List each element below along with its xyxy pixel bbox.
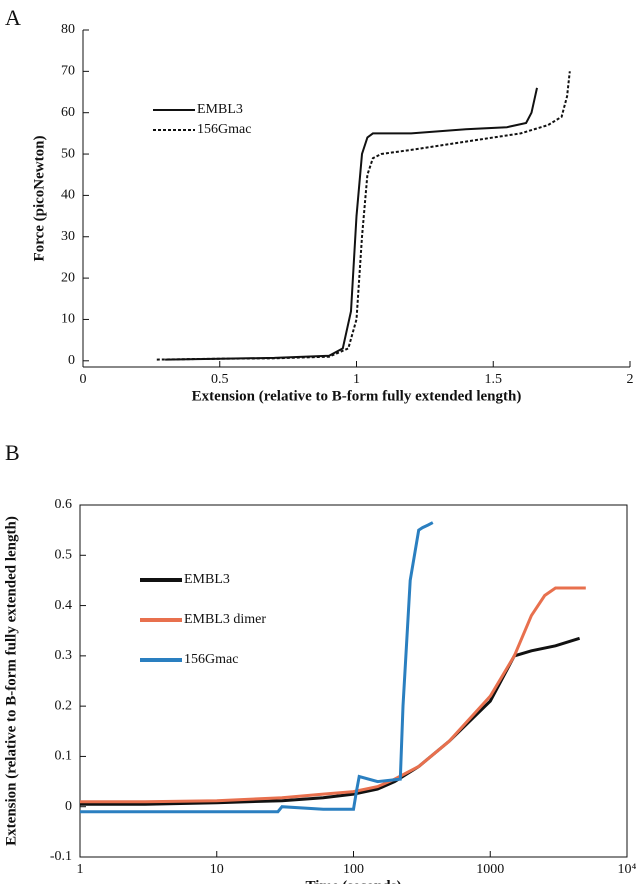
- y-tick-label: 0.3: [55, 648, 73, 663]
- panel-label: B: [5, 440, 20, 465]
- y-tick-label: 0: [65, 799, 72, 814]
- y-tick-label: 40: [61, 188, 75, 203]
- x-tick-label: 1000: [476, 862, 504, 877]
- y-axis-label: Extension (relative to B-form fully exte…: [3, 516, 19, 846]
- y-tick-label: 10: [61, 312, 75, 327]
- x-axis-label: Time (seconds): [306, 878, 402, 884]
- y-tick-label: 70: [61, 64, 75, 79]
- x-tick-label: 0.5: [211, 372, 229, 387]
- legend-label: EMBL3: [197, 102, 243, 117]
- panel-label: A: [5, 5, 21, 30]
- x-tick-label: 1: [77, 862, 84, 877]
- legend-label: EMBL3: [184, 572, 230, 587]
- x-tick-label: 1: [353, 372, 360, 387]
- legend-label: 156Gmac: [197, 122, 251, 137]
- y-tick-label: 0.1: [55, 749, 73, 764]
- x-tick-label: 10⁴: [618, 862, 637, 877]
- y-axis-label: Force (picoNewton): [31, 136, 47, 262]
- series-line: [80, 636, 581, 806]
- x-tick-label: 0: [80, 372, 87, 387]
- x-tick-label: 10: [210, 862, 224, 877]
- y-tick-label: 30: [61, 229, 75, 244]
- x-tick-label: 100: [343, 862, 364, 877]
- y-tick-label: 0.4: [55, 598, 73, 613]
- legend-label: 156Gmac: [184, 652, 238, 667]
- x-axis-label: Extension (relative to B-form fully exte…: [192, 388, 522, 404]
- series-line: [165, 87, 538, 361]
- y-tick-label: 0: [68, 353, 75, 368]
- series-line: [80, 586, 586, 804]
- y-tick-label: 0.6: [55, 497, 73, 512]
- y-tick-label: 0.5: [55, 548, 73, 563]
- series-line: [156, 71, 571, 361]
- x-tick-label: 1.5: [485, 372, 503, 387]
- legend-label: EMBL3 dimer: [184, 612, 266, 627]
- x-tick-label: 2: [627, 372, 634, 387]
- y-tick-label: 0.2: [55, 698, 73, 713]
- y-tick-label: 50: [61, 146, 75, 161]
- series-line: [80, 521, 434, 814]
- y-tick-label: -0.1: [50, 849, 72, 864]
- y-tick-label: 80: [61, 22, 75, 37]
- y-tick-label: 20: [61, 270, 75, 285]
- y-tick-label: 60: [61, 105, 75, 120]
